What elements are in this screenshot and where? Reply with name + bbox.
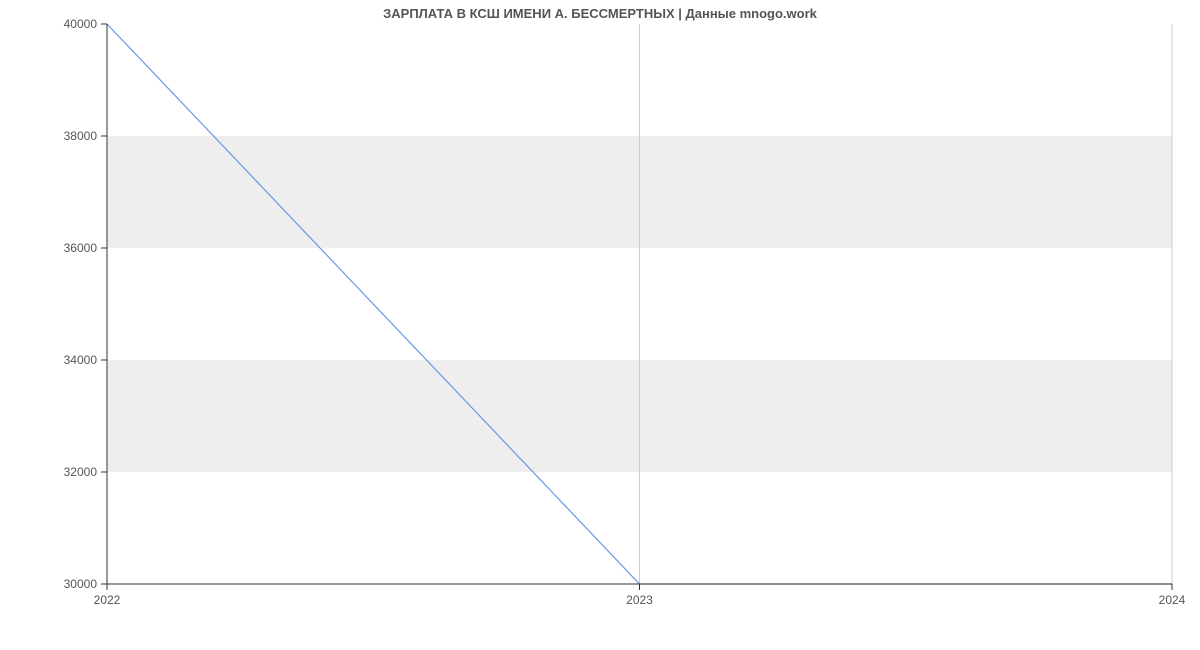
x-tick-label: 2024 [1159, 593, 1186, 607]
y-tick-label: 30000 [64, 577, 98, 591]
x-tick-label: 2022 [94, 593, 121, 607]
y-tick-label: 32000 [64, 465, 98, 479]
chart-svg: 30000 32000 34000 36000 38000 40000 2022 2023 20… [0, 0, 1200, 650]
y-tick-label: 38000 [64, 129, 98, 143]
x-tick-label: 2023 [626, 593, 653, 607]
salary-line-chart: ЗАРПЛАТА В КСШ ИМЕНИ А. БЕССМЕРТНЫХ | Да… [0, 0, 1200, 650]
y-tick-label: 34000 [64, 353, 98, 367]
y-tick-label: 40000 [64, 17, 98, 31]
y-tick-label: 36000 [64, 241, 98, 255]
